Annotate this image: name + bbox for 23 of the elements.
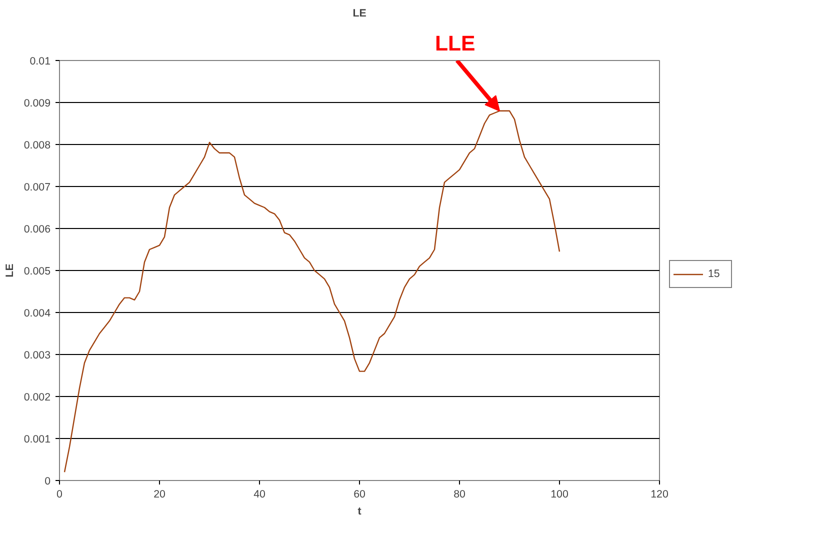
y-tick-label: 0.002 <box>24 392 51 404</box>
y-axis-title: LE <box>4 264 16 278</box>
x-axis-title: t <box>358 506 362 518</box>
y-tick-label: 0 <box>44 476 51 488</box>
y-tick-label: 0.008 <box>24 140 51 152</box>
y-tick-label: 0.005 <box>24 266 51 278</box>
y-tick-label: 0.007 <box>24 182 51 194</box>
x-tick-label: 120 <box>650 488 668 500</box>
y-tick-label: 0.009 <box>24 98 51 110</box>
x-tick-label: 60 <box>354 488 366 500</box>
x-tick-label: 40 <box>254 488 266 500</box>
legend-label: 15 <box>708 268 721 280</box>
x-tick-label: 20 <box>154 488 166 500</box>
x-tick-label: 80 <box>454 488 466 500</box>
y-tick-label: 0.004 <box>24 308 51 320</box>
y-tick-label: 0.006 <box>24 224 51 236</box>
x-tick-label: 0 <box>56 488 63 500</box>
y-tick-label: 0.01 <box>30 56 51 68</box>
chart-title: LE <box>352 8 366 20</box>
x-tick-label: 100 <box>550 488 568 500</box>
annotation: LLE <box>435 32 476 56</box>
y-tick-label: 0.003 <box>24 350 51 362</box>
y-tick-label: 0.001 <box>24 434 51 446</box>
